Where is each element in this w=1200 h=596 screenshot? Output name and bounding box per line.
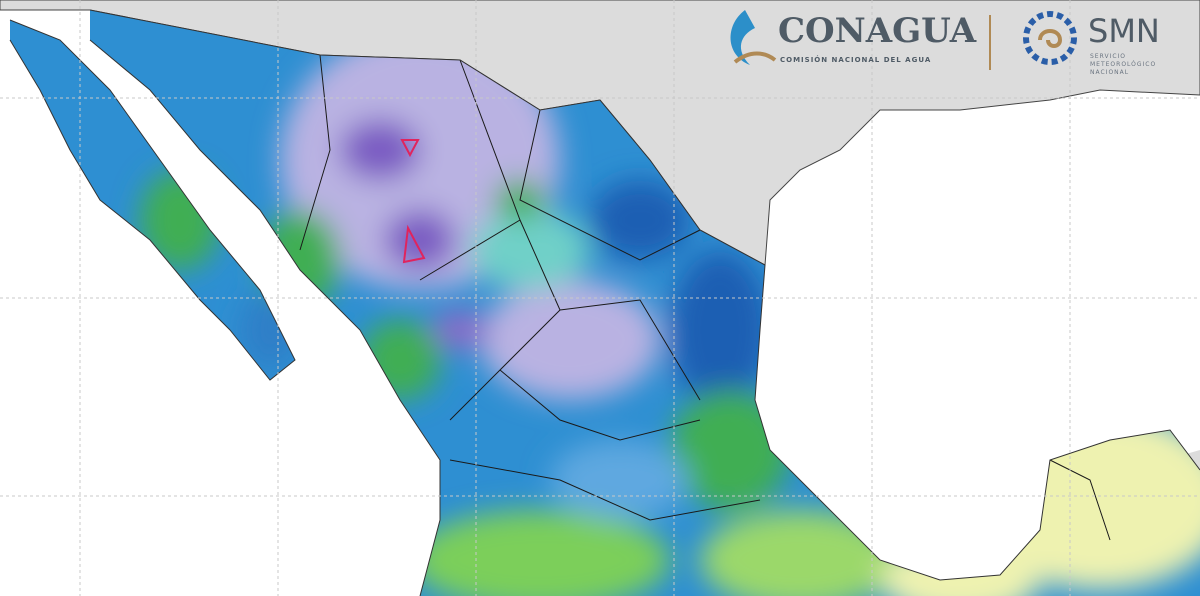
smn-icon-spiral [1038, 29, 1063, 48]
marker [400, 139, 420, 158]
coastline [9, 9, 1200, 596]
smn-subtitle: SERVICIO [1090, 53, 1126, 60]
conagua-logo: CONAGUA COMISIÓN NACIONAL DEL AGUA [730, 10, 977, 65]
smn-icon [1023, 11, 1077, 65]
smn-logo: SMN SERVICIO METEOROLÓGICO NACIONAL [1023, 11, 1160, 76]
conagua-subtitle: COMISIÓN NACIONAL DEL AGUA [780, 55, 931, 64]
marker [402, 224, 426, 264]
conagua-icon [730, 10, 755, 65]
state-borders [299, 54, 1111, 541]
smn-subtitle: NACIONAL [1090, 69, 1129, 76]
smn-subtitle: METEOROLÓGICO [1090, 61, 1156, 68]
conagua-name: CONAGUA [778, 11, 977, 51]
conagua-icon-wave [733, 51, 777, 64]
smn-name: SMN [1088, 12, 1160, 50]
